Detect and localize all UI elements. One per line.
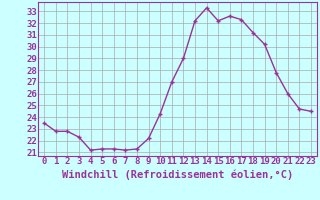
X-axis label: Windchill (Refroidissement éolien,°C): Windchill (Refroidissement éolien,°C)	[62, 169, 293, 180]
